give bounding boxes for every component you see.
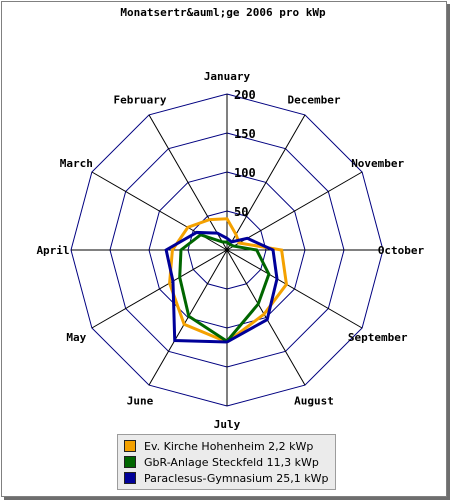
legend-item: GbR-Anlage Steckfeld 11,3 kWp — [124, 454, 329, 470]
legend-swatch-green — [124, 456, 136, 468]
grid-spoke — [148, 114, 228, 251]
category-label: May — [66, 331, 86, 344]
r-tick-label: 100 — [234, 166, 256, 180]
grid-spoke — [91, 249, 228, 329]
category-label: March — [60, 157, 93, 170]
category-label: August — [294, 395, 334, 408]
r-tick-label: 150 — [234, 127, 256, 141]
category-label: June — [127, 395, 154, 408]
grid-spoke — [226, 171, 363, 251]
category-label: December — [288, 93, 341, 106]
grid-spoke — [148, 249, 228, 386]
category-label: February — [114, 93, 167, 106]
radar-labels: 50 100 150 200 January December November Octobe… — [36, 70, 424, 431]
legend: Ev. Kirche Hohenheim 2,2 kWp GbR-Anlage … — [117, 434, 336, 490]
legend-label: GbR-Anlage Steckfeld 11,3 kWp — [144, 455, 319, 469]
radar-series — [164, 217, 289, 344]
category-label: November — [351, 157, 404, 170]
r-tick-label: 50 — [234, 205, 248, 219]
category-label: September — [348, 331, 408, 344]
grid-spoke — [226, 249, 306, 386]
grid-spoke — [226, 249, 363, 329]
chart-title: Monatsertr&auml;ge 2006 pro kWp — [120, 6, 326, 19]
legend-item: Paraclesus-Gymnasium 25,1 kWp — [124, 470, 329, 486]
legend-swatch-blue — [124, 472, 136, 484]
legend-item: Ev. Kirche Hohenheim 2,2 kWp — [124, 438, 329, 454]
category-label: January — [204, 70, 251, 83]
r-tick-label: 200 — [234, 88, 256, 102]
grid-spoke — [226, 114, 306, 251]
legend-label: Paraclesus-Gymnasium 25,1 kWp — [144, 471, 329, 485]
series-line-3 — [164, 230, 279, 344]
category-label: October — [378, 244, 425, 257]
legend-label: Ev. Kirche Hohenheim 2,2 kWp — [144, 439, 314, 453]
legend-swatch-orange — [124, 440, 136, 452]
category-label: July — [214, 418, 241, 431]
category-label: April — [36, 244, 69, 257]
radar-grid — [70, 93, 384, 407]
